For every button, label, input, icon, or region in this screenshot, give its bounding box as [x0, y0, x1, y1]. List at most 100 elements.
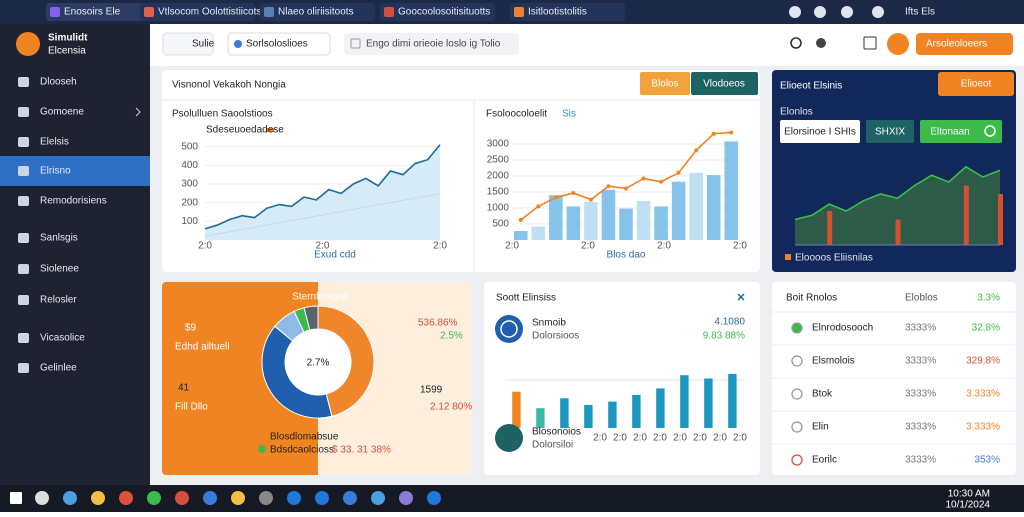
- taskbar-icon[interactable]: [231, 491, 245, 505]
- taskbar-icon[interactable]: [63, 491, 77, 505]
- tab-title[interactable]: Nlaeo oliriisitoots: [278, 7, 354, 18]
- bar: [706, 175, 721, 240]
- dropdown[interactable]: Sorlsoloslioes: [246, 39, 308, 50]
- tab-title[interactable]: Vtlsocom Oolottistiicots: [158, 7, 261, 18]
- donut-center: 2.7%: [307, 358, 330, 369]
- point: [641, 176, 646, 181]
- bar: [632, 395, 641, 428]
- tab: [640, 72, 690, 95]
- button[interactable]: Elioeot: [961, 79, 992, 90]
- y-tick-label: 2000: [487, 171, 510, 182]
- line: [204, 193, 441, 237]
- taskbar-icon[interactable]: [427, 491, 441, 505]
- tab-title[interactable]: Isitlootistolitis: [528, 7, 587, 18]
- selector: [162, 32, 214, 56]
- point: [624, 186, 628, 191]
- brand: Elcensia: [48, 46, 86, 57]
- taskbar-icon[interactable]: [343, 491, 357, 505]
- tab-title[interactable]: Enosoirs Ele: [64, 7, 121, 18]
- taskbar-icon[interactable]: [119, 491, 133, 505]
- taskbar-icon[interactable]: [147, 491, 161, 505]
- row-name: Btok: [812, 389, 833, 400]
- point: [518, 217, 523, 222]
- bar: [531, 226, 546, 240]
- row-icon: [791, 355, 803, 367]
- bar: [514, 231, 528, 240]
- tab-icon: [144, 7, 154, 17]
- row-value: 3333%: [905, 389, 936, 400]
- stat-label: Edhd ailtuell: [175, 342, 229, 353]
- avatar: [495, 424, 523, 452]
- taskbar-icon[interactable]: [203, 491, 217, 505]
- x-tick-label: 2:0: [198, 241, 212, 252]
- menu-item[interactable]: Remodorisiens: [40, 196, 107, 207]
- bar: [566, 206, 581, 240]
- y-tick-label: 400: [181, 160, 198, 171]
- row-value: 3333%: [905, 323, 936, 334]
- menu-item[interactable]: Elelsis: [40, 137, 69, 148]
- search[interactable]: Engo dimi orieoie loslo ig Tolio: [366, 39, 501, 50]
- bar: [656, 388, 665, 428]
- menu-icon: [18, 295, 29, 305]
- bar: [584, 404, 593, 428]
- button[interactable]: Arsoleoloeers: [926, 39, 987, 50]
- taskbar-icon[interactable]: [91, 491, 105, 505]
- search-box: [344, 33, 519, 55]
- tab-title[interactable]: Goocoolosoitisituotts: [398, 7, 490, 18]
- taskbar-icon[interactable]: [371, 491, 385, 505]
- x-tick-label: 2:0: [505, 241, 519, 252]
- toolbar-icon: [841, 6, 853, 18]
- menu-icon: [18, 166, 29, 176]
- row-name: Elsmolois: [812, 356, 855, 367]
- bar: [584, 201, 598, 240]
- menu-item[interactable]: Relosler: [40, 295, 77, 306]
- x-tick-label: 2:0: [713, 433, 727, 444]
- toolbar-icon: [872, 6, 884, 18]
- stat-label: Fill Dllo: [175, 402, 208, 413]
- bar: [560, 398, 569, 428]
- menu-item[interactable]: Vicasolice: [40, 333, 85, 344]
- tab[interactable]: Vlodoeos: [703, 79, 745, 90]
- taskbar-icon[interactable]: [175, 491, 189, 505]
- row-change: 9.83 88%: [703, 331, 745, 342]
- legend: Sis: [562, 109, 576, 120]
- taskbar-icon[interactable]: [287, 491, 301, 505]
- legend: Bdsdcaolcioss: [270, 445, 334, 456]
- menu-item[interactable]: Sanlsgis: [40, 233, 78, 244]
- chip[interactable]: SHXIX: [875, 127, 905, 138]
- taskbar-icon[interactable]: [35, 491, 49, 505]
- panel-title: Soott Elinsiss: [496, 293, 556, 304]
- menu-item[interactable]: Gomoene: [40, 107, 84, 118]
- taskbar-icon[interactable]: [399, 491, 413, 505]
- column-head: Eloblos: [905, 293, 938, 304]
- chip[interactable]: Elorsinoe I SHIs: [784, 127, 856, 138]
- menu-item[interactable]: Dlooseh: [40, 77, 77, 88]
- label: Elonlos: [780, 107, 813, 118]
- chip: [920, 120, 1002, 143]
- row-change: 3.333%: [966, 389, 1000, 400]
- tab-icon: [264, 7, 274, 17]
- row-value: 3333%: [905, 455, 936, 466]
- line: [794, 165, 1001, 221]
- point: [676, 170, 681, 175]
- clock: 10:30 AM: [948, 489, 990, 500]
- spike: [827, 211, 833, 245]
- bar: [536, 408, 545, 428]
- chip[interactable]: Eltonaan: [930, 127, 969, 138]
- start: [10, 492, 22, 504]
- menu-item[interactable]: Siolenee: [40, 264, 79, 275]
- stat-label: 536.86%: [418, 318, 458, 329]
- spike: [895, 219, 901, 245]
- taskbar-icon[interactable]: [315, 491, 329, 505]
- axis-label: Blos dao: [607, 250, 646, 261]
- line: [204, 144, 441, 230]
- selector[interactable]: Sulie: [192, 39, 215, 50]
- search-icon: [350, 38, 361, 49]
- taskbar-icon[interactable]: [259, 491, 273, 505]
- menu-item[interactable]: Elrisno: [40, 166, 71, 177]
- chart-title: Fsoloocoloelit: [486, 109, 547, 120]
- chevron: [135, 107, 141, 117]
- row-sub: Dolorsioos: [532, 331, 579, 342]
- menu-item[interactable]: Gelinlee: [40, 363, 77, 374]
- tab[interactable]: Blolos: [651, 79, 678, 90]
